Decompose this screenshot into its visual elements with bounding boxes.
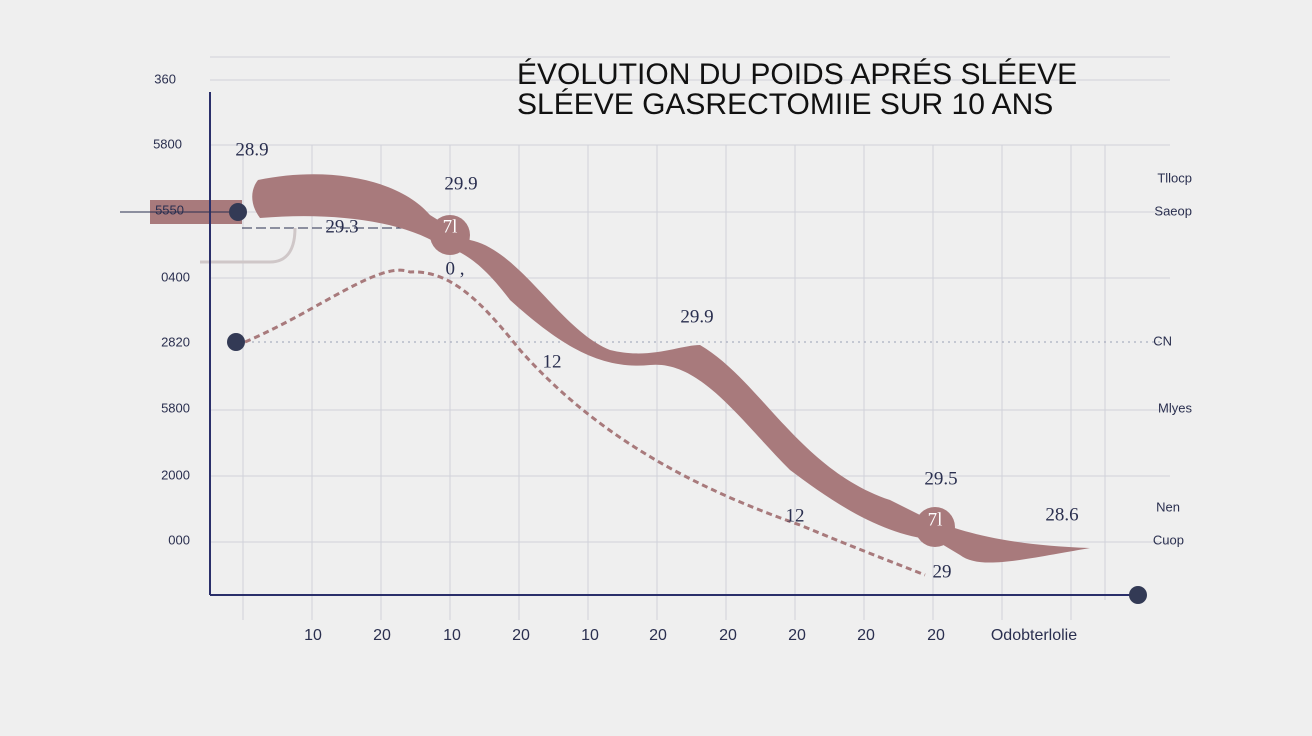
annotation: 29 bbox=[933, 561, 952, 582]
annotation: 29.5 bbox=[924, 468, 957, 489]
x-label: 10 bbox=[304, 627, 322, 644]
dot bbox=[227, 333, 245, 351]
annotation: 29.3 bbox=[325, 216, 358, 237]
annotation: 12 bbox=[786, 505, 805, 526]
annotation: 28.9 bbox=[235, 139, 268, 160]
y-label: 0400 bbox=[161, 269, 190, 284]
marker-label: 7l bbox=[443, 216, 458, 237]
marker bbox=[915, 507, 955, 547]
marker bbox=[430, 215, 470, 255]
annotation: 12 bbox=[543, 351, 562, 372]
y-label: 000 bbox=[168, 532, 190, 547]
y-label: 2000 bbox=[161, 467, 190, 482]
connector bbox=[200, 227, 297, 264]
annotation: 29.9 bbox=[444, 173, 477, 194]
ribbon bbox=[252, 174, 1090, 563]
right-label: CN bbox=[1153, 333, 1172, 348]
dot bbox=[1129, 586, 1147, 604]
right-label: Cuop bbox=[1153, 532, 1184, 547]
x-label: 20 bbox=[649, 627, 667, 644]
annotation: 29.9 bbox=[680, 306, 713, 327]
x-label: Odobterlolie bbox=[991, 627, 1077, 644]
y-label: 5800 bbox=[153, 136, 182, 151]
annotation: 28.6 bbox=[1045, 504, 1078, 525]
right-label: Saeop bbox=[1154, 203, 1192, 218]
x-label: 20 bbox=[719, 627, 737, 644]
y-label: 360 bbox=[154, 71, 176, 86]
right-label: Tllocp bbox=[1157, 170, 1192, 185]
marker-label: 7l bbox=[928, 509, 943, 530]
x-label: 10 bbox=[443, 627, 461, 644]
x-label: 10 bbox=[581, 627, 599, 644]
annotation: 0 , bbox=[446, 258, 465, 279]
x-label: 20 bbox=[927, 627, 945, 644]
x-label: 20 bbox=[788, 627, 806, 644]
dashed-curve bbox=[244, 268, 926, 577]
x-label: 20 bbox=[857, 627, 875, 644]
dot bbox=[229, 203, 247, 221]
y-label: 2820 bbox=[161, 334, 190, 349]
title: SLÉEVE GASRECTOMIIE SUR 10 ANS bbox=[517, 88, 1053, 121]
title: ÉVOLUTION DU POIDS APRÉS SLÉEVE bbox=[517, 58, 1077, 91]
x-label: 20 bbox=[512, 627, 530, 644]
x-label: 20 bbox=[373, 627, 391, 644]
y-label: 5800 bbox=[161, 400, 190, 415]
y-label: 5550 bbox=[155, 202, 184, 217]
right-label: Nen bbox=[1156, 499, 1180, 514]
right-label: Mlyes bbox=[1158, 400, 1192, 415]
